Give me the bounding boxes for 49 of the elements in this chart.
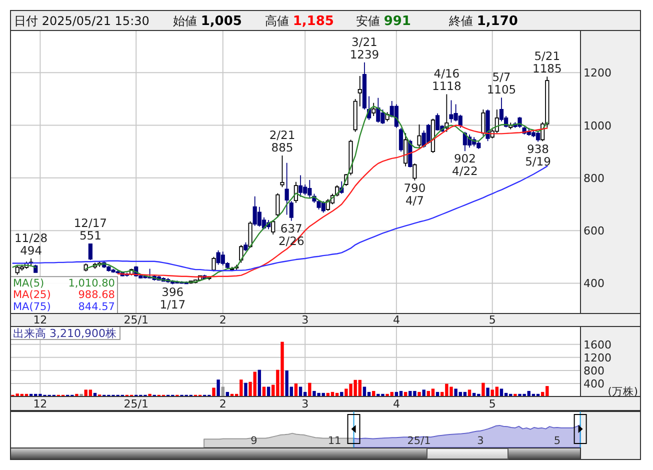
y-tick-label: 1200 bbox=[584, 351, 612, 364]
annotation: 12/17 551 bbox=[74, 216, 108, 242]
x-tick-label: 5 bbox=[488, 314, 496, 326]
annotation: 988.68 bbox=[78, 289, 115, 302]
y-tick-label: 1600 bbox=[584, 338, 612, 352]
text: MA(75) bbox=[13, 301, 51, 313]
x-tick-label: 5 bbox=[488, 398, 496, 410]
x-tick-label: 9 bbox=[250, 435, 258, 447]
x-tick-label: 12 bbox=[33, 398, 48, 410]
annotation: 790 4/7 bbox=[404, 181, 426, 208]
y-tick-label: 800 bbox=[584, 172, 604, 185]
annotation: 844.57 bbox=[78, 301, 115, 313]
text: 終値 1,170 bbox=[448, 14, 518, 29]
annotation: 11/28 494 bbox=[14, 230, 48, 258]
text: 安値 991 bbox=[356, 14, 411, 29]
text: 日付 2025/05/21 15:30 bbox=[14, 14, 150, 28]
y-tick-label: 400 bbox=[584, 277, 604, 290]
x-tick-label: 2 bbox=[219, 314, 226, 326]
x-tick-label: 2 bbox=[219, 398, 226, 410]
y-tick-label: 1200 bbox=[584, 66, 612, 80]
y-tick-label: 600 bbox=[584, 224, 604, 238]
x-tick-label: 12 bbox=[33, 314, 48, 326]
x-tick-label: 25/1 bbox=[124, 314, 148, 326]
annotation: 2/21 885 bbox=[269, 128, 296, 155]
x-tick-label: 3 bbox=[302, 398, 309, 410]
y-tick-label: 1000 bbox=[584, 119, 612, 132]
annotation: 1,010.80 bbox=[68, 277, 115, 290]
x-tick-label: 4 bbox=[392, 314, 400, 326]
text: MA(25) bbox=[13, 289, 51, 302]
annotation: 938 5/19 bbox=[525, 142, 551, 169]
x-tick-label: 3 bbox=[477, 435, 484, 447]
annotation: 出来高 3,210,900株 bbox=[13, 327, 116, 340]
series-label: MA(5) bbox=[13, 277, 44, 290]
text: 高値 1,185 bbox=[265, 14, 334, 29]
y-tick-label: 800 bbox=[584, 364, 604, 378]
annotation: 4/16 1118 bbox=[432, 66, 462, 94]
annotation: 396 1/17 bbox=[160, 284, 186, 312]
x-tick-label: 25/1 bbox=[407, 435, 431, 447]
annotation: 5/7 1105 bbox=[486, 70, 516, 97]
x-tick-label: 4 bbox=[392, 398, 400, 410]
annotation: 3/21 1239 bbox=[350, 34, 380, 62]
text: 始値 1,005 bbox=[173, 14, 242, 29]
y-tick-label: 400 bbox=[584, 377, 604, 390]
x-tick-label: 5 bbox=[554, 435, 561, 447]
x-tick-label: 3 bbox=[302, 314, 309, 326]
x-tick-label: 11 bbox=[328, 435, 342, 447]
x-tick-label: 25/1 bbox=[124, 398, 148, 410]
annotation: 5/21 1185 bbox=[532, 49, 562, 76]
annotation: 902 4/22 bbox=[452, 152, 478, 178]
